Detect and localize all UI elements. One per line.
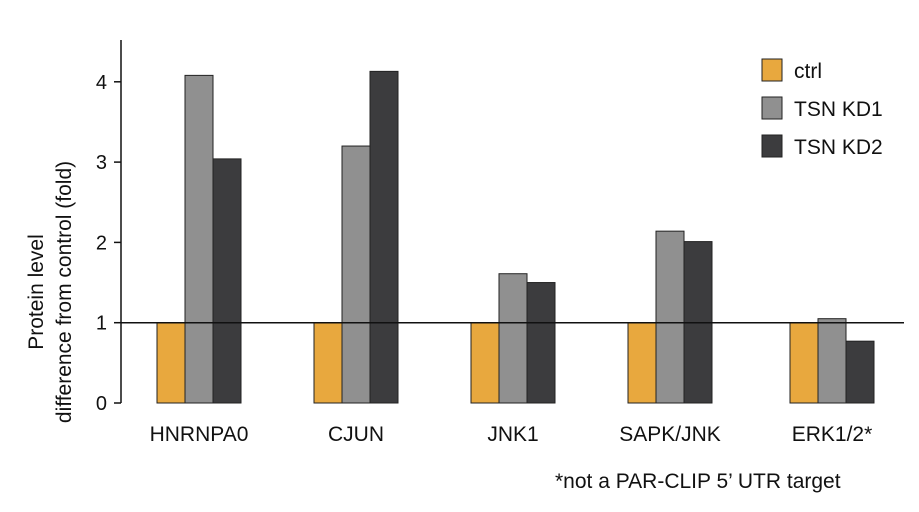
bar-tsn-kd1 xyxy=(498,273,528,404)
x-tick-label: SAPK/JNK xyxy=(619,423,721,446)
bar-ctrl xyxy=(627,322,657,404)
bar-tsn-kd2 xyxy=(845,340,875,404)
legend-swatch xyxy=(761,134,783,158)
x-tick-label: HNRNPA0 xyxy=(150,423,249,446)
x-tick-label: CJUN xyxy=(328,423,384,446)
bar-ctrl xyxy=(789,322,819,404)
bar-tsn-kd2 xyxy=(526,282,556,404)
bar-ctrl xyxy=(156,322,186,404)
y-axis-title-line-1: Protein level xyxy=(25,234,48,350)
bar-tsn-kd1 xyxy=(341,145,371,404)
bar-tsn-kd2 xyxy=(369,70,399,404)
legend: ctrl TSN KD1 TSN KD2 xyxy=(761,58,883,159)
x-tick-label: JNK1 xyxy=(487,423,538,446)
footnote: *not a PAR-CLIP 5’ UTR target xyxy=(555,470,841,493)
plot-area: 0 1 2 3 4 HNRNPA0 CJUN JNK1 SAPK/JNK ERK1/2* xyxy=(96,40,904,446)
legend-swatch xyxy=(761,96,783,120)
y-axis-title-line-2: difference from control (fold) xyxy=(53,161,76,423)
y-tick-label: 4 xyxy=(96,72,107,94)
bar-tsn-kd1 xyxy=(817,318,847,404)
y-tick-label: 0 xyxy=(96,393,107,415)
y-axis-title: Protein level difference from control (f… xyxy=(25,161,76,423)
legend-label: ctrl xyxy=(794,60,822,83)
bar-ctrl xyxy=(313,322,343,404)
y-tick-label: 2 xyxy=(96,232,107,254)
y-tick-label: 3 xyxy=(96,152,107,174)
bar-ctrl xyxy=(470,322,500,404)
bar-tsn-kd2 xyxy=(212,158,242,404)
y-tick-label: 1 xyxy=(96,313,107,335)
bar-tsn-kd1 xyxy=(184,74,214,404)
legend-label: TSN KD1 xyxy=(794,98,883,121)
bar-tsn-kd1 xyxy=(655,230,685,404)
legend-label: TSN KD2 xyxy=(794,136,883,159)
x-tick-label: ERK1/2* xyxy=(792,423,873,446)
legend-swatch xyxy=(761,58,783,82)
